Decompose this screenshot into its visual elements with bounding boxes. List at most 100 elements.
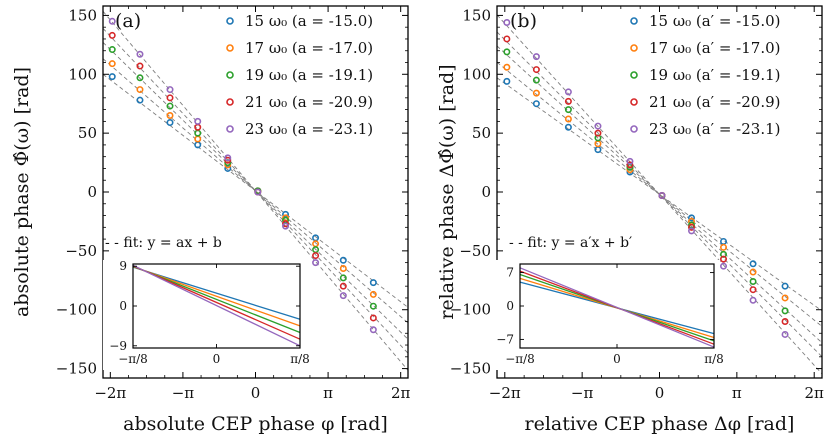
y-tick-label: −50: [459, 242, 491, 260]
inset-x-tick-label: π/8: [290, 352, 310, 366]
x-tick-label: 0: [655, 384, 665, 402]
data-point: [166, 119, 174, 127]
data-point: [781, 294, 789, 302]
inset-line-3: [132, 265, 301, 340]
legend-marker-0: [630, 17, 638, 25]
data-point: [108, 73, 116, 81]
data-point: [688, 214, 696, 222]
data-point: [626, 161, 634, 169]
inset-x-tick-label: −π/8: [505, 352, 535, 366]
inset-y-tick-label: 7: [506, 266, 514, 280]
fit-line-4: [103, 11, 408, 371]
data-point: [503, 35, 511, 43]
inset-y-tick-label: 0: [119, 299, 127, 313]
y-tick-label: 0: [87, 183, 97, 201]
legend-marker-4: [630, 125, 638, 133]
legend-marker-3: [630, 98, 638, 106]
data-point: [369, 290, 377, 298]
data-point: [282, 222, 290, 230]
panel-label: (b): [510, 10, 537, 32]
data-point: [166, 86, 174, 94]
y-axis-label: absolute phase Φ̂(ω) [rad]: [11, 67, 33, 317]
legend-entry-1: 17 ω₀ (a′ = -17.0): [649, 39, 781, 57]
data-point: [626, 157, 634, 165]
data-point: [339, 274, 347, 282]
inset-x-tick-label: 0: [613, 352, 621, 366]
y-tick-label: 150: [68, 6, 97, 24]
inset-line-2: [132, 265, 301, 334]
data-point: [564, 88, 572, 96]
data-point: [720, 262, 728, 270]
data-point: [749, 268, 757, 276]
data-point: [532, 100, 540, 108]
legend-marker-3: [226, 98, 234, 106]
data-point: [594, 122, 602, 130]
x-axis-label: absolute CEP phase φ [rad]: [123, 413, 388, 435]
data-point: [503, 48, 511, 56]
y-tick-label: −50: [65, 242, 97, 260]
fit-line-1: [103, 58, 408, 324]
data-point: [503, 63, 511, 71]
data-point: [503, 77, 511, 85]
x-tick-label: −π: [571, 384, 594, 402]
x-tick-label: 2π: [804, 384, 824, 402]
data-point: [532, 89, 540, 97]
data-point: [369, 314, 377, 322]
legend-entry-3: 21 ω₀ (a′ = -20.9): [649, 93, 781, 111]
y-tick-label: 50: [472, 124, 491, 142]
data-point: [564, 123, 572, 131]
data-point: [369, 279, 377, 287]
inset-line-1: [132, 266, 301, 327]
x-tick-label: 0: [251, 384, 261, 402]
data-point: [136, 96, 144, 104]
legend-entry-4: 23 ω₀ (a′ = -23.1): [649, 120, 781, 138]
data-point: [312, 240, 320, 248]
inset-line-4: [519, 267, 715, 348]
x-tick-label: −2π: [94, 384, 126, 402]
data-point: [749, 277, 757, 285]
data-point: [194, 117, 202, 125]
panel-a: −2π −π 0 π 2π 150 100 50 0 −50 −100 −150 absolute CE…: [11, 5, 411, 435]
data-point: [594, 129, 602, 137]
data-point: [108, 17, 116, 25]
data-point: [166, 102, 174, 110]
data-point: [224, 154, 232, 162]
y-tick-label: −100: [56, 301, 97, 319]
legend-marker-1: [226, 44, 234, 52]
legend-entry-3: 21 ω₀ (a = -20.9): [245, 93, 373, 111]
legend-entry-2: 19 ω₀ (a′ = -19.1): [649, 66, 781, 84]
data-point: [136, 74, 144, 82]
x-tick-label: 2π: [391, 384, 411, 402]
data-point: [312, 259, 320, 267]
data-point: [136, 86, 144, 94]
x-tick-label: −π: [172, 384, 195, 402]
data-point: [224, 156, 232, 164]
inset: −π/8 0 π/8 7 0 −7: [490, 260, 724, 370]
data-point: [369, 326, 377, 334]
panel-b: −2π −π 0 π 2π 150 100 50 0 −50 −100 −150 relative CE…: [436, 5, 824, 435]
data-point: [781, 317, 789, 325]
data-point: [532, 53, 540, 61]
fit-line-4: [497, 14, 822, 375]
inset-y-tick-label: 9: [119, 259, 127, 273]
data-point: [108, 60, 116, 68]
data-point: [781, 330, 789, 338]
data-point: [108, 46, 116, 54]
y-tick-label: −150: [56, 360, 97, 378]
fit-label: - - fit: y = a′x + b′: [509, 235, 632, 251]
data-point: [136, 50, 144, 58]
legend-marker-1: [630, 44, 638, 52]
legend-entry-2: 19 ω₀ (a = -19.1): [245, 66, 373, 84]
data-point: [749, 286, 757, 294]
data-point: [136, 62, 144, 70]
y-tick-label: 150: [462, 6, 491, 24]
data-point: [532, 66, 540, 74]
inset-line-4: [132, 264, 301, 347]
inset-background: [490, 260, 720, 370]
x-tick-label: −2π: [489, 384, 521, 402]
fit-line-3: [103, 28, 408, 354]
legend-marker-0: [226, 17, 234, 25]
inset-y-tick-label: −7: [496, 332, 514, 346]
y-tick-label: 0: [481, 183, 491, 201]
